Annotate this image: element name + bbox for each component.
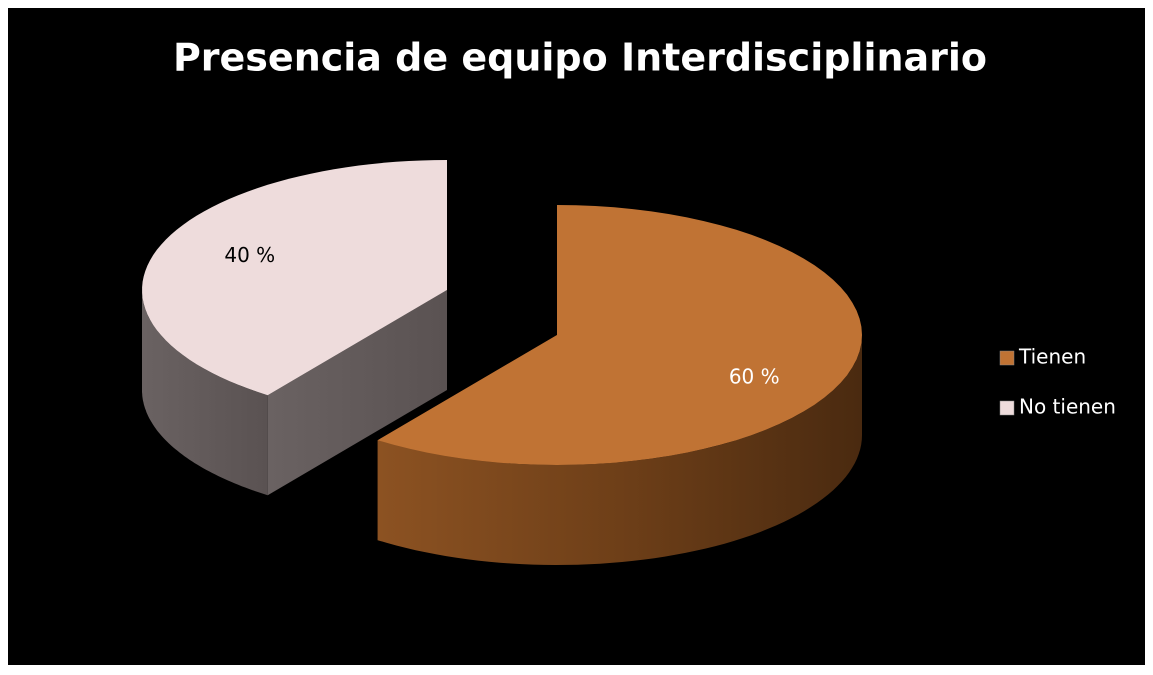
legend-swatch (999, 350, 1015, 366)
legend-swatch (999, 400, 1015, 416)
pie-slice (377, 205, 862, 465)
legend-label: No tienen (1019, 395, 1116, 419)
slice-side (142, 290, 268, 496)
slice-cut-face (267, 290, 447, 496)
data-label: 60 % (729, 364, 780, 388)
data-label: 40 % (224, 243, 275, 267)
chart-title: Presencia de equipo Interdisciplinario (173, 36, 987, 80)
legend-label: Tienen (1018, 345, 1086, 369)
pie-slice (142, 160, 447, 396)
slice-side (377, 335, 862, 565)
